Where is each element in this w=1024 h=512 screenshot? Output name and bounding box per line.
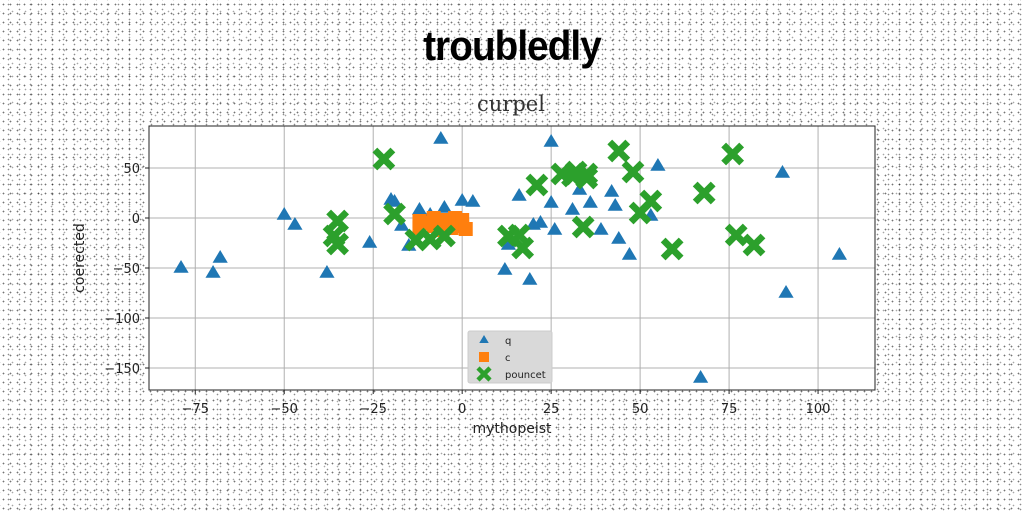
triangle-marker-q <box>532 215 549 228</box>
triangle-marker-q <box>543 195 559 208</box>
x-marker-pouncet <box>525 173 549 197</box>
x-tick-label: 25 <box>543 402 560 417</box>
x-marker-pouncet <box>660 237 684 261</box>
triangle-marker-q <box>411 202 428 215</box>
x-tick-label: 75 <box>721 402 738 417</box>
triangle-marker-q <box>386 194 403 207</box>
triangle-marker-q <box>564 202 581 215</box>
x-marker-pouncet <box>372 147 396 171</box>
triangle-marker-q <box>173 260 189 273</box>
x-tick-label: −75 <box>182 402 209 417</box>
legend-label: q <box>505 336 511 347</box>
triangle-marker-q <box>454 193 470 206</box>
y-tick-label: 0 <box>132 212 140 227</box>
x-marker-pouncet <box>692 181 716 205</box>
triangle-marker-q <box>611 231 627 244</box>
triangle-marker-q <box>582 195 598 208</box>
legend-marker-c <box>479 352 489 362</box>
suptitle: troubledly <box>423 22 601 69</box>
triangle-marker-q <box>547 222 563 235</box>
triangle-marker-q <box>650 158 666 171</box>
x-tick-label: −25 <box>359 402 386 417</box>
y-axis: 50 0 −50 −100 −150 <box>104 162 149 377</box>
legend: qc pouncet <box>467 330 553 384</box>
chart-title: curpel <box>477 92 545 116</box>
triangle-marker-q <box>543 134 559 147</box>
triangle-marker-q <box>522 272 538 285</box>
triangle-marker-q <box>604 184 620 197</box>
x-marker-pouncet <box>575 162 599 186</box>
x-marker-pouncet <box>724 223 748 247</box>
triangle-marker-q <box>497 262 513 275</box>
triangle-marker-q <box>831 247 848 260</box>
triangle-marker-q <box>500 237 517 250</box>
x-marker-pouncet <box>326 232 350 256</box>
x-axis-label: mythopeist <box>472 421 552 437</box>
triangle-marker-q <box>362 235 378 248</box>
x-tick-label: −50 <box>271 402 298 417</box>
triangle-marker-q <box>212 250 228 263</box>
y-tick-label: −100 <box>104 312 140 327</box>
x-marker-pouncet <box>326 209 350 233</box>
triangle-marker-q <box>778 285 794 298</box>
triangle-marker-q <box>621 247 638 260</box>
x-marker-pouncet <box>721 142 745 166</box>
x-marker-pouncet <box>742 233 766 257</box>
square-marker-c <box>458 222 473 236</box>
legend-label: pouncet <box>505 370 546 381</box>
triangle-marker-q <box>465 194 481 207</box>
triangle-marker-q <box>276 207 292 220</box>
y-tick-label: −150 <box>104 362 140 377</box>
legend-marker-pouncet <box>476 366 492 382</box>
x-marker-pouncet <box>383 202 406 226</box>
x-marker-pouncet <box>511 236 535 260</box>
grid <box>149 126 875 390</box>
legend-label: c <box>505 353 511 364</box>
triangle-marker-q <box>319 265 335 278</box>
x-tick-label: 50 <box>632 402 649 417</box>
legend-marker-q <box>479 335 489 343</box>
x-marker-pouncet <box>432 224 456 248</box>
data-points <box>173 131 848 383</box>
x-axis: −75 −50 −25 0 25 50 75 100 <box>182 390 831 417</box>
triangle-marker-q <box>774 165 791 178</box>
x-tick-label: 0 <box>458 402 466 417</box>
y-tick-label: −50 <box>113 262 140 277</box>
x-marker-pouncet <box>607 139 631 163</box>
triangle-marker-q <box>287 217 303 230</box>
x-tick-label: 100 <box>806 402 831 417</box>
triangle-marker-q <box>593 222 609 235</box>
triangle-marker-q <box>205 265 221 278</box>
plot-frame <box>148 125 876 391</box>
x-marker-pouncet <box>621 160 645 184</box>
x-marker-pouncet <box>571 215 595 239</box>
triangle-marker-q <box>433 131 449 144</box>
triangle-marker-q <box>436 200 452 213</box>
triangle-marker-q <box>693 370 709 383</box>
x-marker-pouncet <box>639 189 663 213</box>
y-tick-label: 50 <box>123 162 140 177</box>
y-axis-label: coerected <box>72 223 88 293</box>
triangle-marker-q <box>511 188 527 201</box>
triangle-marker-q <box>607 198 623 211</box>
